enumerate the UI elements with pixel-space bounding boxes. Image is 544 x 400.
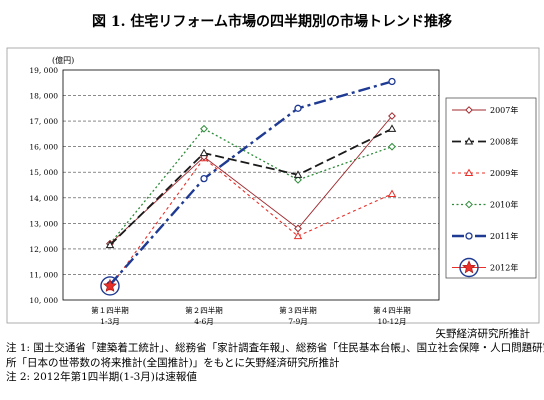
legend-marker — [462, 260, 476, 274]
data-point — [387, 124, 397, 132]
legend-label: 2008年 — [490, 137, 518, 147]
y-tick-label: 10, 000 — [29, 296, 58, 305]
data-point — [105, 240, 115, 249]
data-point — [388, 142, 396, 151]
x-tick-label: 第３四半期 — [279, 305, 317, 315]
note-1-cont: 所「日本の世帯数の将来推計(全国推計)」をもとに矢野経済研究所推計 — [6, 356, 340, 369]
y-tick-label: 13, 000 — [29, 219, 58, 228]
y-axis-label: (億円) — [52, 55, 74, 65]
data-point — [294, 175, 302, 184]
y-tick-label: 11, 000 — [29, 270, 58, 279]
note-2: 注 2: 2012年第1四半期(1-3月)は速報値 — [6, 371, 197, 383]
data-point — [293, 170, 303, 178]
x-tick-sublabel: 4-6月 — [194, 317, 214, 326]
legend-marker — [464, 137, 474, 145]
legend: 2007年 2008年 2009年 2010年 2011年 2012年 — [452, 105, 518, 278]
series-line — [109, 128, 393, 245]
note-1: 注 1: 国土交通省「建築着工統計」、総務省「家計調査年報」、総務省「住民基本台… — [6, 342, 544, 354]
data-point — [103, 278, 117, 292]
legend-marker — [465, 232, 473, 240]
x-tick-labels: 第１四半期 1-3月 第２四半期 4-6月 第３四半期 7-9月 第４四半期 10-12月 — [91, 305, 411, 326]
legend-label: 2010年 — [490, 200, 518, 210]
data-point — [200, 174, 208, 183]
legend-marker — [465, 106, 473, 114]
y-tick-label: 15, 000 — [29, 168, 58, 177]
x-tick-sublabel: 1-3月 — [100, 317, 120, 326]
star-ring — [100, 276, 120, 296]
notes: 注 1: 国土交通省「建築着工統計」、総務省「家計調査年報」、総務省「住民基本台… — [6, 341, 544, 385]
legend-label: 2011年 — [490, 231, 518, 241]
y-tick-label: 12, 000 — [29, 245, 58, 254]
chart-frame — [6, 47, 540, 324]
data-point — [388, 112, 396, 120]
data-point — [199, 148, 209, 157]
data-point — [293, 231, 303, 240]
data-point — [200, 124, 208, 133]
data-point — [388, 77, 396, 86]
x-tick-label: 第１四半期 — [91, 305, 129, 315]
legend-marker — [465, 200, 473, 209]
legend-marker — [464, 168, 474, 177]
gridlines — [63, 95, 439, 275]
y-tick-label: 18, 000 — [29, 92, 58, 101]
y-tick-label: 17, 000 — [29, 117, 58, 126]
source-credit: 矢野経済研究所推計 — [435, 328, 531, 340]
series-line — [109, 157, 393, 288]
data-point — [294, 104, 302, 112]
y-tick-label: 14, 000 — [29, 194, 58, 203]
legend-box — [445, 97, 537, 279]
data-point — [387, 189, 397, 197]
y-tick-label: 16, 000 — [29, 143, 58, 152]
x-tick-label: 第２四半期 — [185, 305, 223, 315]
chart-title: 図 1. 住宅リフォーム市場の四半期別の市場トレンド推移 — [92, 13, 452, 30]
series-layer — [100, 77, 397, 296]
star-ring — [459, 257, 479, 278]
plot-area — [62, 69, 440, 301]
legend-label: 2012年 — [490, 263, 518, 273]
data-point — [294, 224, 302, 233]
x-tick-label: 第４四半期 — [373, 305, 411, 315]
series-line — [109, 115, 393, 245]
x-tick-sublabel: 10-12月 — [377, 317, 406, 326]
y-tick-labels: 10, 000 11, 000 12, 000 13, 000 14, 000 15, 0… — [29, 66, 58, 305]
series-line — [109, 80, 393, 286]
y-tick-label: 19, 000 — [29, 66, 58, 75]
series-line — [109, 127, 393, 246]
legend-label: 2007年 — [490, 105, 518, 115]
x-tick-sublabel: 7-9月 — [288, 317, 308, 326]
legend-label: 2009年 — [490, 168, 518, 178]
